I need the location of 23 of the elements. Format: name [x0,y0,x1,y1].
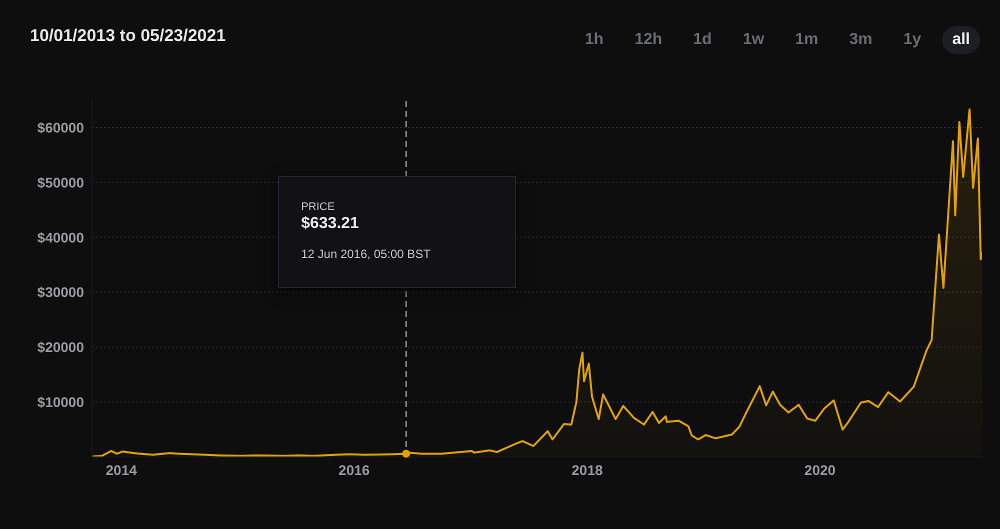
y-tick-label: $20000 [37,339,84,356]
text: 1w [742,30,766,50]
y-tick-label: $10000 [37,394,84,410]
y-tick-label: $50000 [37,174,84,190]
text: 1d [692,30,713,50]
text: all [942,26,980,54]
annotation: $633.21 [301,215,360,233]
x-tick-label: 2020 [804,462,836,478]
text: 1h [584,30,605,50]
x-tick-label: 2016 [338,462,370,478]
annotation: PRICE [301,201,336,213]
text: 1m [794,30,820,50]
y-tick-label: $30000 [37,284,84,300]
text: 12h [634,30,664,50]
annotation: 12 Jun 2016, 05:00 BST [301,247,432,261]
tooltip-box: PRICE $633.21 12 Jun 2016, 05:00 BST [278,176,516,288]
chart-title: 10/01/2013 to 05/23/2021 [30,26,226,46]
y-tick-label: $40000 [37,229,84,246]
x-tick-label: 2014 [106,462,138,478]
text: 3m [848,30,874,50]
y-tick-label: $60000 [37,119,84,136]
x-tick-label: 2018 [572,462,604,478]
text: 1y [902,30,922,50]
